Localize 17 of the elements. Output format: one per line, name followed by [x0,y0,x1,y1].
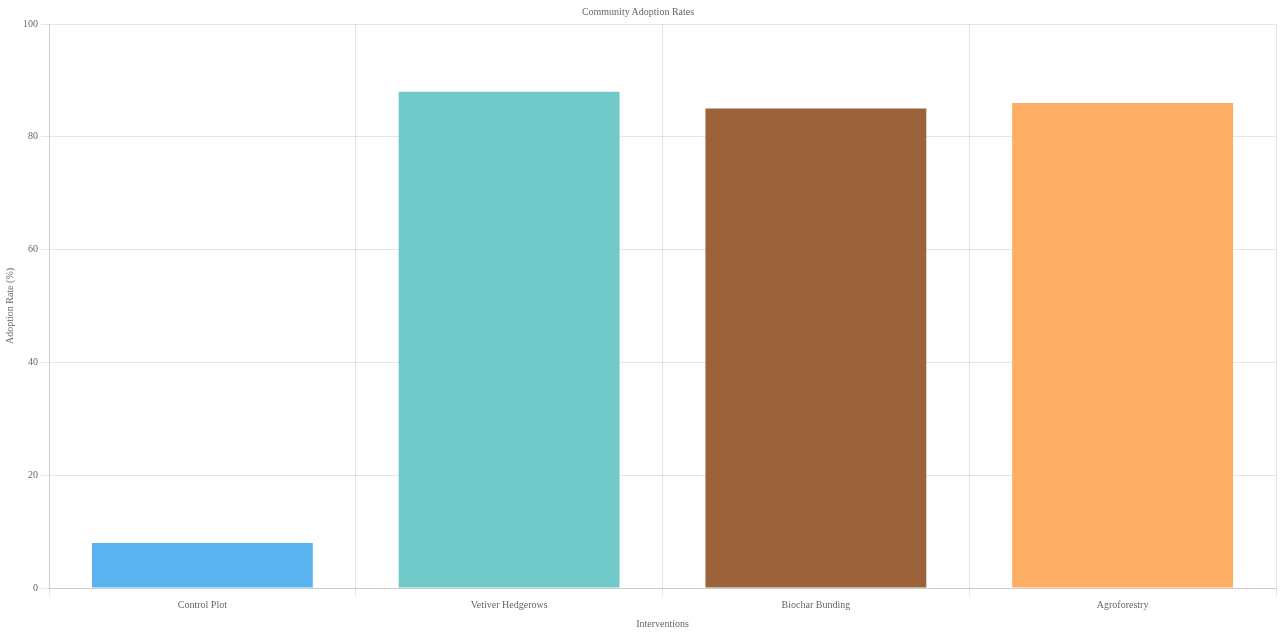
y-tick-label: 20 [28,468,38,480]
y-tick-label: 0 [33,581,38,593]
y-tick-label: 80 [28,130,38,142]
x-tick-label: Vetiver Hedgerows [470,598,548,610]
chart-title: Community Adoption Rates [581,5,695,17]
x-tick-label: Biochar Bunding [781,598,851,610]
bar [705,108,927,588]
y-tick-label: 100 [23,17,38,29]
bar [398,91,620,588]
x-axis-title: Interventions [636,617,689,629]
y-tick-label: 60 [28,243,38,255]
y-axis-title: Adoption Rate (%) [3,267,16,345]
bar [1012,102,1234,588]
x-tick-label: Agroforestry [1096,598,1149,610]
bar [91,542,313,588]
y-tick-label: 40 [28,356,38,368]
x-tick-label: Control Plot [177,598,228,610]
